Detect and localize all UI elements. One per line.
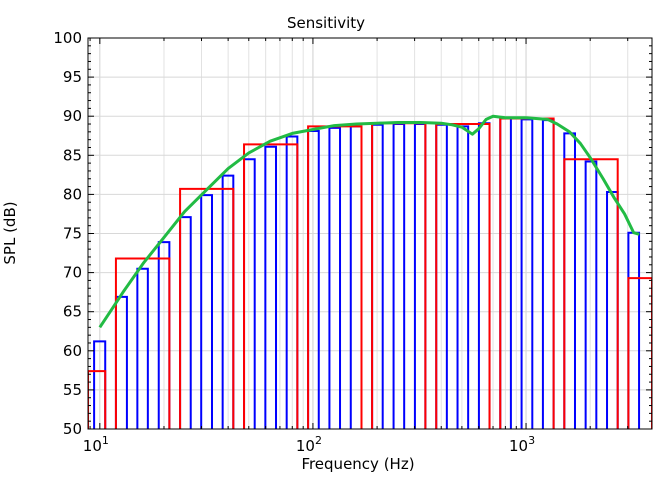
y-tick-label: 90 [63, 107, 82, 125]
y-tick-label: 70 [63, 264, 82, 282]
bar [88, 370, 107, 429]
x-tick-label: 101 [83, 434, 109, 455]
grid-lines [88, 37, 652, 430]
bar [136, 267, 149, 429]
y-axis-title: SPL (dB) [1, 201, 19, 264]
bar [200, 194, 213, 429]
series-layer [88, 114, 652, 429]
axes [87, 37, 653, 430]
y-tick-label: 100 [53, 29, 82, 47]
y-tick-label: 80 [63, 185, 82, 203]
series-clip-group [88, 114, 652, 429]
bar [114, 257, 171, 429]
bar [627, 277, 652, 429]
bar [243, 143, 299, 429]
series-2 [98, 114, 640, 329]
y-tick-label: 85 [63, 146, 82, 164]
chart-title: Sensitivity [287, 14, 365, 32]
bar [328, 126, 342, 429]
tick-labels: 50 55 60 65 70 75 80 85 90 95 100 101 102 103 [53, 29, 535, 455]
y-tick-label: 75 [63, 225, 82, 243]
bar [264, 145, 278, 429]
bar [435, 123, 491, 429]
x-tick-label: 103 [509, 434, 535, 455]
sensitivity-line [98, 114, 640, 329]
y-tick-label: 60 [63, 342, 82, 360]
y-tick-label: 65 [63, 303, 82, 321]
y-tick-label: 50 [63, 420, 82, 438]
plot-frame [87, 37, 653, 430]
y-tick-label: 95 [63, 68, 82, 86]
y-tick-label: 55 [63, 381, 82, 399]
x-axis-title: Frequency (Hz) [301, 455, 414, 473]
x-tick-label: 102 [296, 434, 322, 455]
